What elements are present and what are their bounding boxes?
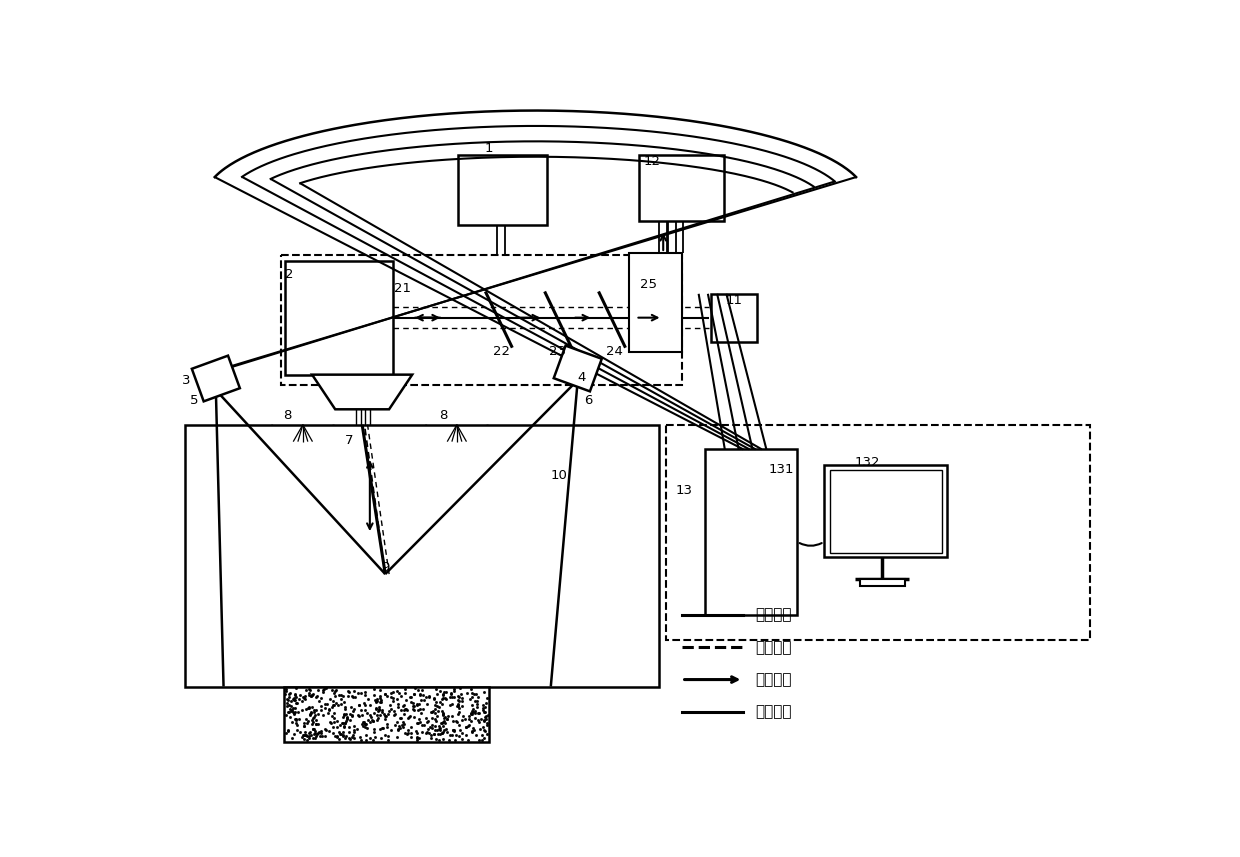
Text: 9: 9 — [381, 561, 389, 574]
Bar — [281, 255, 682, 385]
Bar — [285, 261, 393, 375]
Text: 6: 6 — [584, 394, 593, 407]
Bar — [666, 425, 1090, 640]
Text: 8: 8 — [283, 410, 291, 423]
Text: 11: 11 — [725, 294, 743, 307]
Text: 7: 7 — [345, 434, 353, 447]
Bar — [284, 686, 490, 742]
Text: 熟池辐射: 熟池辐射 — [755, 639, 791, 655]
Bar — [830, 470, 942, 553]
Text: 12: 12 — [644, 155, 660, 168]
Bar — [825, 464, 947, 557]
Text: 激光辐射: 激光辐射 — [755, 608, 791, 622]
Polygon shape — [312, 375, 412, 410]
Bar — [640, 155, 724, 220]
Text: 拍摄视场: 拍摄视场 — [755, 704, 791, 719]
Text: 132: 132 — [854, 456, 880, 469]
Text: 辐射方向: 辐射方向 — [755, 672, 791, 687]
Text: 5: 5 — [191, 394, 198, 407]
Bar — [861, 578, 905, 586]
Text: 131: 131 — [769, 463, 794, 476]
Text: 2: 2 — [285, 268, 294, 281]
Bar — [459, 155, 547, 225]
Text: 1: 1 — [485, 142, 494, 155]
Text: 4: 4 — [578, 371, 587, 384]
Bar — [711, 294, 758, 342]
Text: 22: 22 — [494, 345, 510, 358]
Polygon shape — [192, 356, 239, 401]
Polygon shape — [554, 345, 601, 392]
Bar — [185, 425, 658, 686]
Text: 10: 10 — [551, 469, 568, 482]
Text: 25: 25 — [640, 279, 657, 291]
Text: 21: 21 — [394, 282, 412, 296]
Text: 24: 24 — [606, 345, 624, 358]
Text: 13: 13 — [676, 484, 692, 497]
Bar — [704, 449, 797, 614]
Text: 23: 23 — [549, 345, 567, 358]
Bar — [630, 253, 682, 351]
Text: 3: 3 — [182, 374, 191, 387]
Text: 8: 8 — [439, 410, 448, 423]
